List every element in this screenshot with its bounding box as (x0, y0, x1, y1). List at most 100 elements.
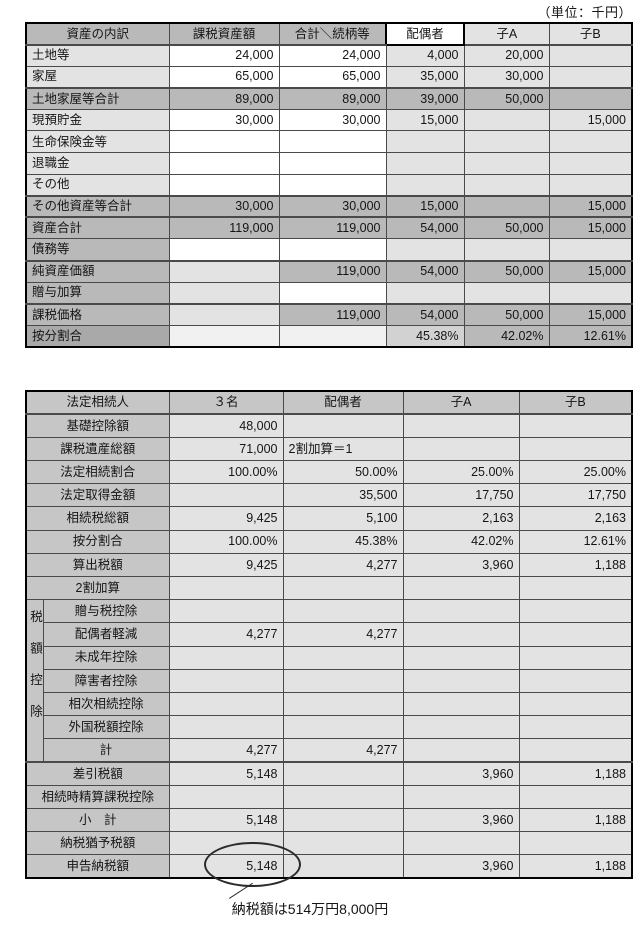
cell (518, 691, 633, 717)
table-row: 小 計 5,148 3,960 1,188 (25, 807, 633, 833)
cell (168, 599, 284, 624)
cell (282, 691, 404, 717)
cell (282, 784, 404, 809)
row-label: 贈与加算 (25, 281, 170, 305)
cell (548, 173, 633, 197)
cell (518, 715, 633, 740)
cell (168, 668, 284, 693)
cell: 2割加算＝1 (282, 436, 404, 462)
unit-label: （単位：千円） (537, 5, 632, 20)
cell (385, 130, 465, 154)
row-label: 土地家屋等合計 (25, 86, 170, 110)
cell: 3,960 (402, 552, 520, 578)
cell: 3,960 (402, 854, 520, 879)
cell (385, 152, 465, 175)
row-label: 法定取得金額 (25, 483, 170, 508)
cell: 20,000 (463, 44, 550, 67)
cell: 15,000 (548, 194, 633, 218)
table-row: 法定取得金額 35,500 17,750 17,750 (25, 483, 633, 508)
row-label: 未成年控除 (42, 645, 170, 670)
row-label: 法定相続割合 (25, 460, 170, 485)
row-label: その他資産等合計 (25, 194, 170, 218)
row-label: 差引税額 (25, 760, 170, 786)
cell: 30,000 (463, 65, 550, 89)
cell (168, 238, 280, 262)
cell (402, 668, 520, 693)
table-row: 配偶者軽減 4,277 4,277 (26, 622, 633, 647)
cell (168, 575, 284, 601)
assets-table: 資産の内訳 課税資産額 合計＼続柄等 配偶者 子A 子B 土地等 24,000 24,000 4,… (25, 22, 633, 348)
cell: 54,000 (385, 259, 465, 283)
cell (402, 599, 520, 624)
table-row: 相続時精算課税控除 (25, 784, 633, 809)
cell (168, 259, 280, 283)
header-cell: 配偶者 (385, 22, 465, 46)
cell: 50,000 (463, 259, 550, 283)
cell: 4,277 (282, 552, 404, 578)
row-label: 土地等 (25, 44, 170, 67)
table-row: 外国税額控除 (26, 715, 633, 740)
cell (168, 483, 284, 508)
cell: 24,000 (278, 44, 387, 67)
row-label: 退職金 (25, 152, 170, 175)
cell (278, 173, 387, 197)
table-row: 債務等 (25, 238, 633, 262)
cell: 35,500 (282, 483, 404, 508)
header-cell: 子A (402, 390, 520, 416)
cell: 3,960 (402, 760, 520, 786)
table-row: 納税猶予税額 (25, 831, 633, 856)
cell: 119,000 (168, 216, 280, 240)
row-label: 障害者控除 (42, 668, 170, 693)
header-cell: 子B (548, 22, 633, 46)
cell: 2,163 (402, 506, 520, 531)
cell (282, 645, 404, 670)
row-label: 外国税額控除 (42, 715, 170, 740)
cell (548, 86, 633, 110)
tax-header-row: 法定相続人 ３名 配偶者 子A 子B (25, 390, 633, 416)
row-label: 相次相続控除 (42, 691, 170, 717)
cell: 12.61% (548, 324, 633, 348)
table-row: 資産合計 119,000 119,000 54,000 50,000 15,000 (25, 216, 633, 240)
cell (518, 413, 633, 438)
row-label: 課税遺産総額 (25, 436, 170, 462)
row-label: 相続税総額 (25, 506, 170, 531)
cell: 30,000 (278, 108, 387, 132)
cell (402, 645, 520, 670)
cell (385, 281, 465, 305)
cell (282, 854, 404, 879)
cell (402, 738, 520, 763)
row-label: 配偶者軽減 (42, 622, 170, 647)
table-row: 差引税額 5,148 3,960 1,188 (25, 760, 633, 786)
highlight-ellipse (204, 842, 301, 887)
cell: 1,188 (518, 760, 633, 786)
cell: 9,425 (168, 552, 284, 578)
cell (518, 738, 633, 763)
row-label: 計 (42, 738, 170, 763)
cell (282, 575, 404, 601)
cell: 15,000 (548, 302, 633, 326)
cell (463, 281, 550, 305)
row-label: 2割加算 (25, 575, 170, 601)
cell: 15,000 (385, 194, 465, 218)
cell (518, 622, 633, 647)
cell (168, 691, 284, 717)
cell: 50,000 (463, 302, 550, 326)
cell: 50,000 (463, 216, 550, 240)
cell (402, 622, 520, 647)
cell (518, 784, 633, 809)
cell (168, 173, 280, 197)
cell: 50,000 (463, 86, 550, 110)
row-label: 申告納税額 (25, 854, 170, 879)
header-cell: 法定相続人 (25, 390, 170, 416)
cell (282, 599, 404, 624)
row-label: 現預貯金 (25, 108, 170, 132)
cell: 24,000 (168, 44, 280, 67)
cell: 30,000 (168, 194, 280, 218)
cell (168, 645, 284, 670)
table-row: 土地家屋等合計 89,000 89,000 39,000 50,000 (25, 86, 633, 110)
row-label: 相続時精算課税控除 (25, 784, 170, 809)
cell: 35,000 (385, 65, 465, 89)
header-cell: ３名 (168, 390, 284, 416)
cell (168, 281, 280, 305)
row-label: 贈与税控除 (42, 599, 170, 624)
